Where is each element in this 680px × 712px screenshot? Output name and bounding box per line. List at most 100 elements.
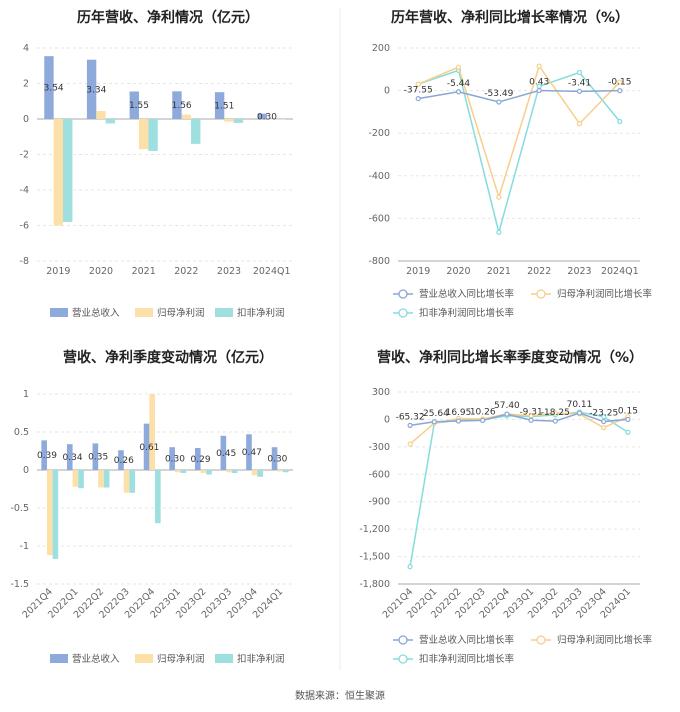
- y-tick-label: 0: [23, 114, 29, 125]
- legend-label: 归母净利润: [157, 653, 205, 665]
- bar-deducted-profit: [105, 119, 116, 124]
- revenue-data-label: 1.55: [129, 101, 149, 111]
- bar-deducted-profit: [257, 470, 264, 477]
- series-point: [617, 118, 623, 125]
- revenue-data-label: 0.29: [191, 455, 211, 465]
- bar-net-profit: [181, 114, 192, 119]
- legend-swatch: [50, 654, 68, 663]
- revenue-growth-data-label: -37.55: [404, 86, 433, 96]
- bar-net-profit: [123, 470, 130, 493]
- revenue-growth-data-label: 70.11: [567, 400, 593, 410]
- revenue-growth-data-label: -65.32: [396, 412, 425, 422]
- x-tick-label: 2024Q1: [601, 266, 639, 277]
- legend-swatch: [50, 308, 68, 317]
- series-point: [536, 63, 542, 69]
- revenue-data-label: 0.61: [139, 443, 159, 453]
- revenue-growth-data-label: -23.25: [589, 409, 618, 419]
- y-tick-label: -2: [20, 150, 29, 161]
- y-tick-label: -1,200: [359, 524, 390, 535]
- y-tick-label: -1,500: [359, 552, 390, 563]
- revenue-growth-data-label: 57.40: [494, 401, 520, 411]
- series-line-revenue-growth: [409, 412, 628, 427]
- annual-growth-rate-line-chart: 历年营收、净利同比增长率情况（%） 200 0 -200 -400 -600 -800 20…: [368, 9, 652, 319]
- legend-label: 归母净利润: [157, 307, 205, 319]
- y-tick-label: -300: [368, 442, 390, 453]
- bar-net-profit: [138, 119, 149, 150]
- bar-deducted-profit: [233, 119, 244, 123]
- bar-revenue: [246, 434, 252, 470]
- legend-label: 扣非净利润: [237, 307, 285, 319]
- series-point: [407, 441, 413, 447]
- revenue-data-label: 0.45: [216, 449, 236, 459]
- revenue-growth-data-label: -0.15: [608, 78, 631, 88]
- bar-net-profit: [200, 470, 207, 474]
- y-tick-label: -1,800: [359, 579, 390, 590]
- series-point: [625, 429, 631, 435]
- bar-net-profit: [53, 119, 64, 226]
- x-tick-label: 2021: [487, 266, 511, 277]
- series-point: [407, 564, 413, 570]
- legend-label: 扣非净利润同比增长率: [419, 307, 515, 319]
- series-line-net-profit-growth: [417, 64, 621, 200]
- bar-deducted-profit: [231, 470, 238, 474]
- bar-net-profit: [224, 119, 234, 122]
- x-tick-label: 2021: [132, 266, 156, 277]
- bar-deducted-profit: [78, 470, 84, 489]
- revenue-growth-data-label: 0.43: [529, 78, 549, 88]
- quarterly-revenue-profit-bar-chart: 营收、净利季度变动情况（亿元） 10.50-0.5-1-1.52021Q40.3…: [10, 349, 293, 665]
- bar-revenue: [220, 435, 227, 470]
- series-point: [576, 69, 583, 76]
- series-point: [415, 95, 421, 102]
- series-point: [552, 410, 558, 416]
- y-tick-label: 200: [372, 43, 390, 54]
- y-tick-label: -600: [368, 213, 390, 224]
- series-point: [415, 81, 421, 87]
- revenue-growth-data-label: -18.25: [541, 408, 570, 418]
- bar-deducted-profit: [276, 119, 286, 120]
- revenue-growth-data-label: 10.26: [470, 407, 496, 417]
- bar-revenue: [169, 447, 175, 470]
- x-tick-label: 2024Q1: [253, 266, 291, 277]
- legend-label: 营业总收入同比增长率: [419, 634, 515, 646]
- y-tick-label: 0: [384, 86, 390, 97]
- revenue-data-label: 0.30: [267, 455, 287, 465]
- legend-label: 扣非净利润同比增长率: [419, 653, 515, 665]
- y-tick-label: -400: [368, 171, 390, 182]
- y-tick-label: 4: [23, 43, 29, 54]
- series-point: [617, 88, 623, 94]
- y-tick-label: 300: [372, 387, 390, 398]
- series-line-deducted-profit-growth: [409, 411, 629, 567]
- series-point: [625, 416, 631, 423]
- series-point: [496, 194, 502, 200]
- y-tick-label: -0.5: [10, 503, 29, 514]
- bar-net-profit: [149, 394, 156, 470]
- series-point: [552, 418, 558, 424]
- series-point: [601, 414, 607, 420]
- y-tick-label: 0: [23, 465, 29, 476]
- legend-swatch: [215, 654, 233, 663]
- revenue-data-label: 3.54: [44, 84, 64, 94]
- legend-marker: [536, 289, 546, 299]
- revenue-growth-data-label: -9.31: [519, 407, 542, 417]
- series-point: [431, 419, 437, 425]
- series-line-revenue-growth: [418, 89, 620, 103]
- bar-net-profit: [46, 470, 53, 556]
- y-tick-label: -600: [368, 469, 390, 480]
- series-point: [496, 229, 502, 235]
- legend-label: 归母净利润同比增长率: [557, 634, 653, 646]
- x-tick-label: 2022: [174, 266, 198, 277]
- revenue-data-label: 1.56: [172, 101, 192, 111]
- legend-swatch: [135, 308, 153, 317]
- series-point: [536, 87, 542, 94]
- revenue-data-label: 3.34: [86, 85, 106, 95]
- x-tick-label: 2019: [46, 266, 70, 277]
- y-tick-label: 0.5: [14, 427, 29, 438]
- x-tick-label: 2023: [567, 266, 591, 277]
- legend-swatch: [135, 654, 153, 663]
- legend-label: 营业总收入同比增长率: [419, 288, 515, 300]
- series-point: [455, 418, 462, 424]
- y-tick-label: -6: [20, 221, 29, 232]
- legend-marker: [398, 654, 408, 664]
- bar-deducted-profit: [283, 470, 289, 473]
